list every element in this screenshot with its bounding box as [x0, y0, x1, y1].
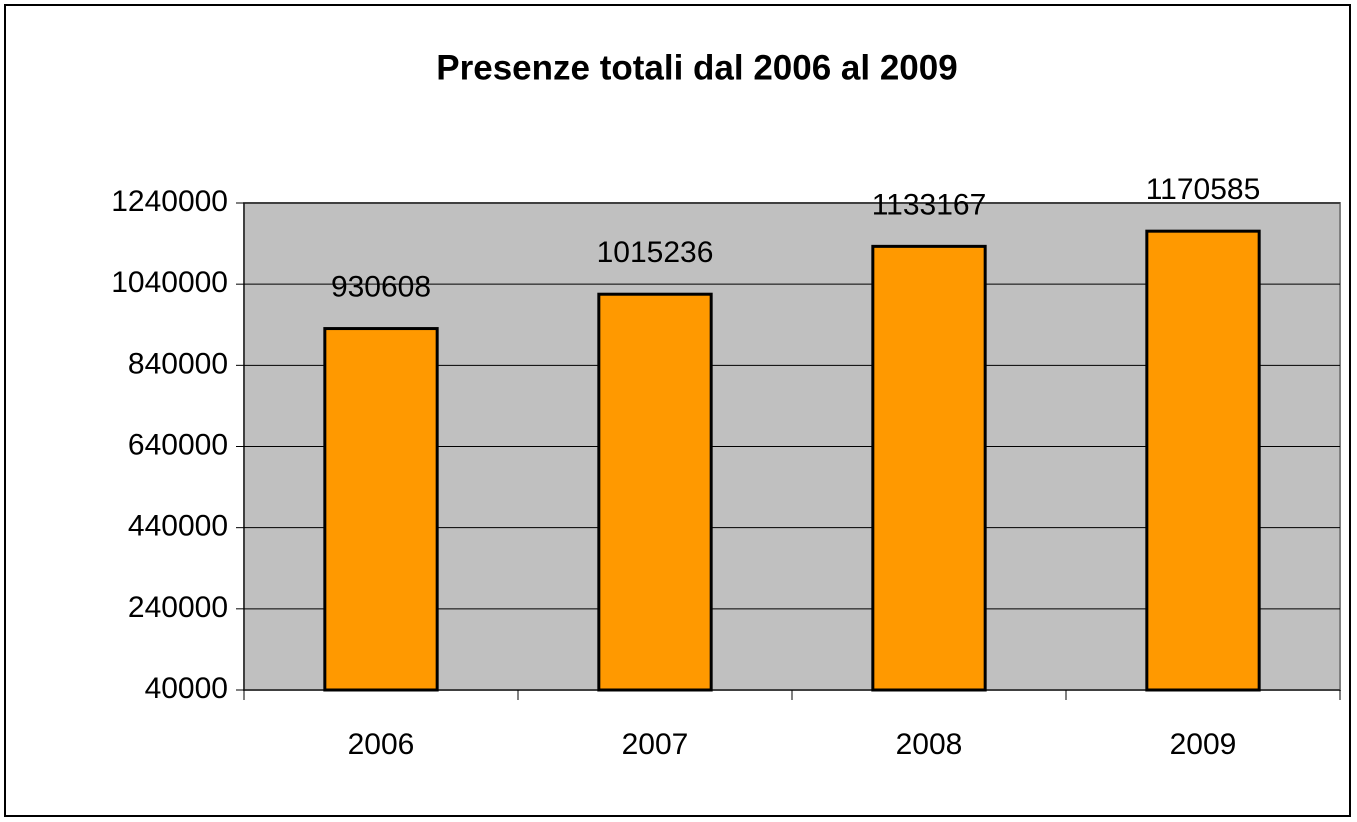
bar	[871, 244, 987, 692]
chart-title: Presenze totali dal 2006 al 2009	[436, 48, 957, 87]
bar	[597, 292, 713, 692]
y-tick-label: 640000	[128, 428, 228, 461]
bar	[1145, 229, 1261, 692]
y-tick-label: 1240000	[111, 185, 228, 218]
x-tick-label: 2009	[1170, 728, 1237, 761]
y-tick-label: 440000	[128, 510, 228, 543]
bar	[323, 327, 439, 692]
y-tick-label: 840000	[128, 347, 228, 380]
value-label: 930608	[331, 270, 431, 303]
x-tick-label: 2007	[622, 728, 689, 761]
y-tick-label: 1040000	[111, 266, 228, 299]
y-tick-label: 40000	[145, 672, 228, 705]
y-tick-label: 240000	[128, 591, 228, 624]
value-label: 1170585	[1146, 173, 1261, 206]
value-label: 1133167	[872, 188, 987, 221]
value-label: 1015236	[597, 236, 714, 269]
x-tick-label: 2006	[348, 728, 415, 761]
x-tick-label: 2008	[896, 728, 963, 761]
